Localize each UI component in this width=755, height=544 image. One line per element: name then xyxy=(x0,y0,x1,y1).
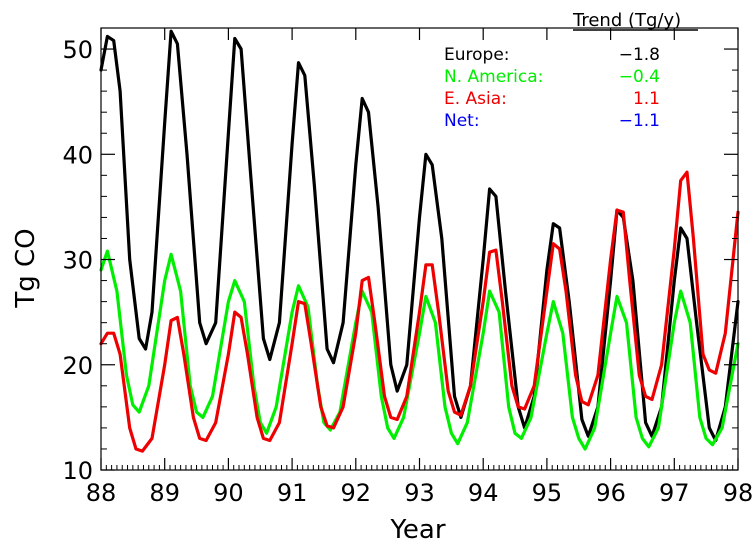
y-tick-label: 10 xyxy=(62,457,93,485)
legend-label: Europe: xyxy=(444,45,510,65)
axes-layer: 88 89 90 91 92 93 94 95 96 97 98 10 20 30 40 50 xyxy=(62,27,754,507)
x-tick-label: 88 xyxy=(86,479,117,507)
legend-trend-value: −1.8 xyxy=(619,45,660,65)
y-tick-label: 20 xyxy=(62,352,93,380)
legend-label: N. America: xyxy=(444,67,543,87)
x-tick-label: 98 xyxy=(723,479,754,507)
x-tick-label: 97 xyxy=(659,479,690,507)
x-tick-label: 89 xyxy=(149,479,180,507)
legend-label: Net: xyxy=(444,111,480,131)
legend-trend-value: −0.4 xyxy=(619,67,660,87)
series-line-e-asia xyxy=(99,170,740,453)
series-line-n-america xyxy=(99,249,740,451)
x-axis-label: Year xyxy=(389,515,445,544)
x-tick-label: 91 xyxy=(277,479,308,507)
x-tick-label: 93 xyxy=(404,479,435,507)
x-tick-label: 94 xyxy=(468,479,499,507)
series-layer xyxy=(99,29,740,453)
x-tick-label: 90 xyxy=(213,479,244,507)
legend: Trend (Tg/y) Europe: −1.8 N. America: −0.4 E… xyxy=(444,10,698,131)
x-tick-label: 96 xyxy=(595,479,626,507)
y-tick-label: 40 xyxy=(62,141,93,169)
x-tick-label: 92 xyxy=(341,479,372,507)
legend-trend-value: −1.1 xyxy=(619,111,660,131)
x-tick-label: 95 xyxy=(532,479,563,507)
y-tick-label: 30 xyxy=(62,247,93,275)
legend-label: E. Asia: xyxy=(444,89,507,109)
y-tick-label: 50 xyxy=(62,36,93,64)
legend-trend-value: 1.1 xyxy=(633,89,660,109)
legend-header: Trend (Tg/y) xyxy=(572,10,681,31)
y-axis-label: Tg CO xyxy=(11,228,41,308)
